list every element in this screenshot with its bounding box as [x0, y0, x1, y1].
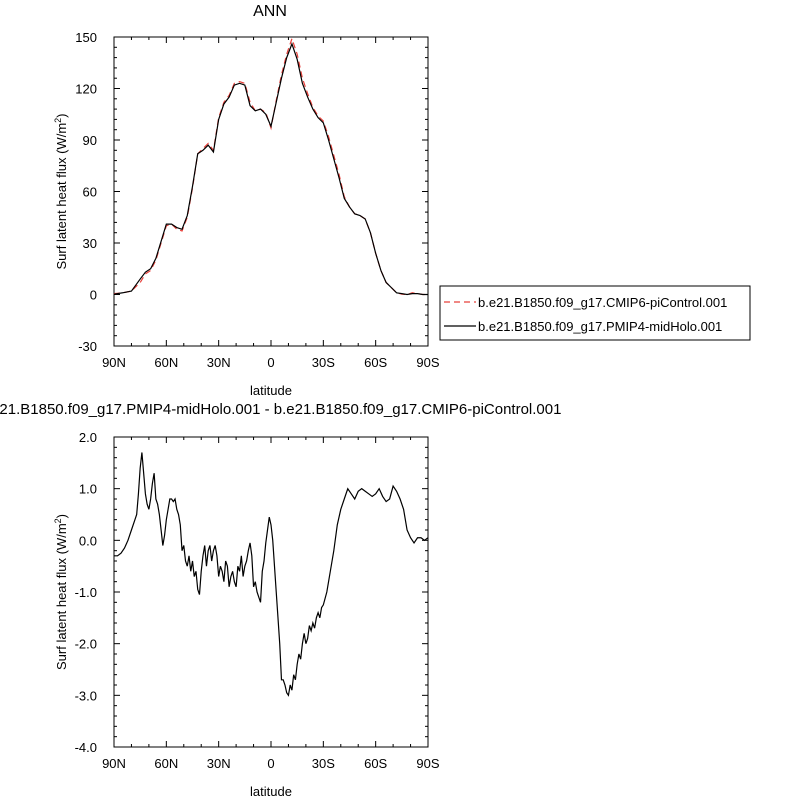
y-axis-label-sup: 2: [53, 118, 63, 123]
x-tick-label: 30N: [207, 756, 231, 771]
y-tick-label: 0: [90, 288, 97, 303]
x-tick-label: 90S: [416, 756, 439, 771]
x-tick-label: 60N: [154, 756, 178, 771]
y-tick-label: 60: [83, 185, 97, 200]
series-line-1: [113, 42, 428, 296]
x-axis-label: latitude: [250, 784, 292, 799]
y-tick-label: 150: [75, 30, 97, 45]
y-tick-label: 0.0: [79, 533, 97, 548]
x-tick-label: 30S: [312, 355, 335, 370]
legend-box: [439, 285, 751, 341]
series-line-0: [114, 452, 429, 697]
top-panel: ANN 90N 60N 30N 0 30S 60S 90S -30 0 30 60 90 120 150 la…: [53, 3, 751, 398]
chart-title: b.e21.B1850.f09_g17.PMIP4-midHolo.001 - …: [0, 401, 561, 418]
x-tick-label: 90N: [102, 756, 126, 771]
x-tick-label: 60S: [364, 355, 387, 370]
y-tick-label: 2.0: [79, 430, 97, 445]
legend: b.e21.B1850.f09_g17.CMIP6-piControl.001b…: [439, 285, 751, 341]
y-axis-label-main: Surf latent heat flux (W/m: [54, 123, 69, 270]
y-tick-label: -2.0: [75, 637, 97, 652]
bottom-panel: b.e21.B1850.f09_g17.PMIP4-midHolo.001 - …: [0, 401, 561, 799]
x-tick-label: 30S: [312, 756, 335, 771]
chart-title: ANN: [253, 3, 287, 20]
x-tick-label: 0: [267, 756, 274, 771]
y-tick-label: 120: [75, 82, 97, 97]
y-tick-label: 1.0: [79, 482, 97, 497]
y-tick-label: -1.0: [75, 585, 97, 600]
y-axis-label-main: Surf latent heat flux (W/m: [54, 523, 69, 670]
x-axis-label: latitude: [250, 383, 292, 398]
y-tick-label: -30: [78, 339, 97, 354]
y-tick-label: -3.0: [75, 688, 97, 703]
y-axis-label-sup: 2: [53, 518, 63, 523]
y-axis-label-close: ): [54, 113, 69, 117]
y-tick-label: 90: [83, 133, 97, 148]
plot-frame: [113, 36, 429, 347]
x-tick-label: 60N: [154, 355, 178, 370]
y-axis-label-close: ): [54, 514, 69, 518]
x-tick-label: 30N: [207, 355, 231, 370]
x-tick-label: 90N: [102, 355, 126, 370]
y-tick-label: 30: [83, 236, 97, 251]
x-tick-label: 0: [267, 355, 274, 370]
legend-label: b.e21.B1850.f09_g17.PMIP4-midHolo.001: [478, 319, 722, 334]
y-axis-label: Surf latent heat flux (W/m2): [53, 113, 69, 269]
plot-frame: [113, 436, 429, 748]
y-axis-label: Surf latent heat flux (W/m2): [53, 514, 69, 670]
y-tick-label: -4.0: [75, 740, 97, 755]
series-line-0: [113, 36, 428, 296]
x-tick-label: 90S: [416, 355, 439, 370]
legend-label: b.e21.B1850.f09_g17.CMIP6-piControl.001: [478, 295, 727, 310]
x-tick-label: 60S: [364, 756, 387, 771]
